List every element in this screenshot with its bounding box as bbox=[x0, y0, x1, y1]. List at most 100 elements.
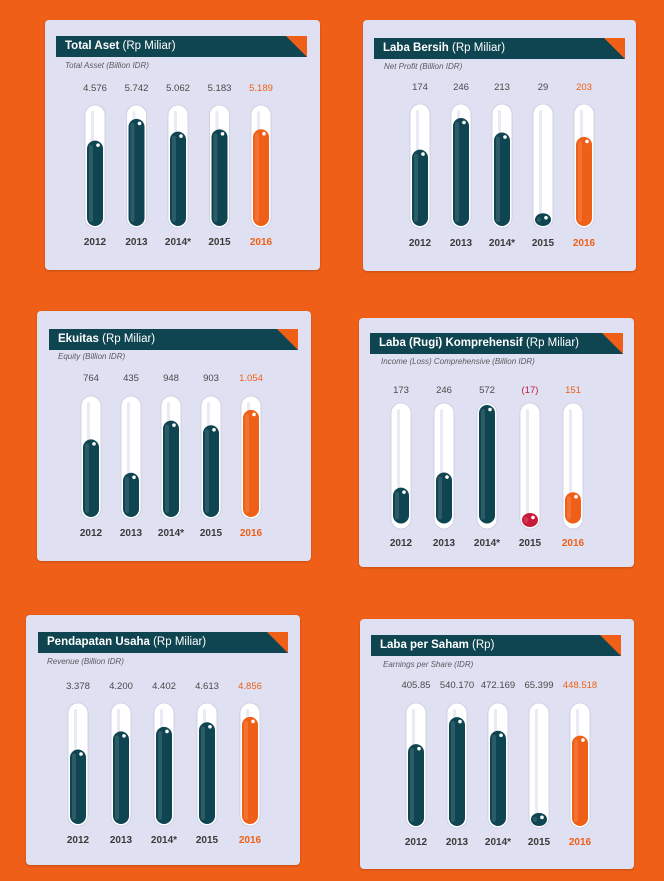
year-label: 2012 bbox=[409, 238, 432, 249]
year-label: 2013 bbox=[450, 238, 473, 249]
year-label: 2014* bbox=[485, 837, 511, 848]
ekuitas-title: Ekuitas bbox=[58, 333, 99, 345]
ekuitas-card: Ekuitas (Rp Miliar) Equity (Billion IDR)… bbox=[37, 311, 311, 561]
header-corner-icon bbox=[277, 329, 298, 350]
total-aset-chart: 4.576 2012 5.742 2013 5.062 2014* 5.183 2015 5.1… bbox=[83, 83, 273, 248]
bar bbox=[211, 129, 228, 226]
bar-shine bbox=[455, 122, 459, 222]
bar-dot-icon bbox=[585, 139, 589, 144]
laba-komprehensif-title: Laba (Rugi) Komprehensif bbox=[379, 337, 523, 349]
laba-bersih-header: Laba Bersih (Rp Miliar) bbox=[374, 38, 625, 59]
bar-dot-icon bbox=[581, 738, 585, 742]
laba-bersih-subtitle: Net Profit (Billion IDR) bbox=[384, 62, 463, 71]
pendapatan-usaha-unit: (Rp Miliar) bbox=[149, 636, 207, 648]
bar-dot-icon bbox=[212, 427, 216, 432]
laba-bersih-chart: 174 2012 246 2013 213 2014* 29 2015 203 2016 bbox=[409, 82, 596, 249]
bar bbox=[453, 118, 469, 226]
value-label: 3.378 bbox=[66, 681, 90, 692]
bar-shine bbox=[172, 135, 176, 222]
pendapatan-usaha-subtitle: Revenue (Billion IDR) bbox=[47, 657, 124, 666]
laba-per-saham-chart: 405.85 2012 540.170 2013 472.169 2014* 65.399 2… bbox=[401, 680, 597, 848]
bar-dot-icon bbox=[417, 746, 421, 751]
bar bbox=[494, 132, 510, 226]
bar bbox=[449, 717, 465, 826]
bar bbox=[576, 136, 592, 226]
year-label: 2014* bbox=[158, 528, 184, 539]
bar-dot-icon bbox=[122, 734, 126, 738]
year-label: 2012 bbox=[405, 837, 428, 848]
bar-shine bbox=[85, 443, 89, 513]
bar-dot-icon bbox=[488, 407, 492, 412]
laba-komprehensif-header: Laba (Rugi) Komprehensif (Rp Miliar) bbox=[370, 333, 623, 354]
bar-shine bbox=[567, 496, 571, 520]
bar-shine bbox=[395, 491, 399, 520]
bar-shine bbox=[244, 720, 248, 820]
year-label: 2016 bbox=[240, 528, 263, 539]
pendapatan-usaha-header: Pendapatan Usaha (Rp Miliar) bbox=[38, 632, 288, 653]
bar bbox=[565, 492, 581, 524]
header-corner-icon bbox=[600, 635, 621, 656]
bar-dot-icon bbox=[402, 490, 406, 494]
bar-shine bbox=[89, 144, 93, 222]
value-label: 246 bbox=[453, 82, 469, 93]
value-label: 472.169 bbox=[481, 680, 515, 691]
bar-shine bbox=[255, 133, 259, 222]
bar bbox=[203, 425, 219, 517]
year-label: 2014* bbox=[165, 237, 191, 248]
header-corner-icon bbox=[604, 38, 625, 59]
bar-shine bbox=[72, 753, 76, 820]
pendapatan-usaha-chart: 3.378 2012 4.200 2013 4.402 2014* 4.613 2015 4.8… bbox=[66, 681, 262, 846]
total-aset-card: Total Aset (Rp Miliar) Total Asset (Bill… bbox=[45, 20, 320, 270]
bar-shine bbox=[533, 816, 537, 822]
year-label: 2012 bbox=[84, 237, 107, 248]
year-label: 2016 bbox=[569, 837, 592, 848]
bar-dot-icon bbox=[458, 719, 462, 724]
total-aset-unit: (Rp Miliar) bbox=[119, 40, 176, 52]
bar-shine bbox=[245, 413, 249, 513]
bar-shine bbox=[158, 730, 162, 820]
year-label: 2016 bbox=[573, 238, 596, 249]
bar-track bbox=[519, 402, 541, 530]
year-label: 2013 bbox=[110, 835, 133, 846]
bar-dot-icon bbox=[220, 132, 225, 136]
laba-komprehensif-unit: (Rp Miliar) bbox=[522, 337, 579, 349]
bar-track-shine bbox=[535, 709, 538, 822]
bar-track-shine bbox=[539, 110, 542, 222]
bar bbox=[123, 472, 139, 517]
bar-shine bbox=[130, 122, 135, 222]
year-label: 2015 bbox=[196, 835, 219, 846]
bar-dot-icon bbox=[262, 131, 266, 136]
bar-dot-icon bbox=[531, 515, 535, 520]
bar bbox=[170, 131, 186, 226]
year-label: 2013 bbox=[433, 538, 456, 549]
value-label: 174 bbox=[412, 82, 428, 93]
pendapatan-usaha-title: Pendapatan Usaha bbox=[47, 636, 150, 648]
year-label: 2014* bbox=[151, 835, 177, 846]
bar-dot-icon bbox=[574, 494, 578, 499]
value-label: 5.062 bbox=[166, 83, 190, 94]
bar-shine bbox=[537, 217, 541, 222]
value-label: 448.518 bbox=[563, 680, 597, 691]
bar-shine bbox=[125, 476, 129, 513]
bar-dot-icon bbox=[445, 475, 449, 479]
value-label: 151 bbox=[565, 385, 581, 396]
bar bbox=[243, 409, 259, 517]
bar-dot-icon bbox=[252, 412, 256, 417]
bar-shine bbox=[438, 476, 442, 520]
bar-dot-icon bbox=[544, 215, 548, 220]
bar bbox=[253, 129, 269, 226]
laba-per-saham-card: Laba per Saham (Rp) Earnings per Share (… bbox=[360, 619, 634, 869]
bar bbox=[83, 439, 99, 517]
total-aset-header: Total Aset (Rp Miliar) bbox=[56, 36, 307, 57]
bar-dot-icon bbox=[540, 815, 544, 820]
bar bbox=[128, 118, 145, 226]
value-label: 173 bbox=[393, 385, 409, 396]
year-label: 2015 bbox=[519, 538, 542, 549]
laba-komprehensif-subtitle: Income (Loss) Comprehensive (Billion IDR… bbox=[381, 357, 535, 366]
bar-shine bbox=[578, 140, 582, 222]
value-label: 572 bbox=[479, 385, 495, 396]
header-corner-icon bbox=[286, 36, 307, 57]
bar-dot-icon bbox=[499, 733, 503, 738]
year-label: 2013 bbox=[120, 528, 143, 539]
bar-track bbox=[532, 103, 554, 229]
